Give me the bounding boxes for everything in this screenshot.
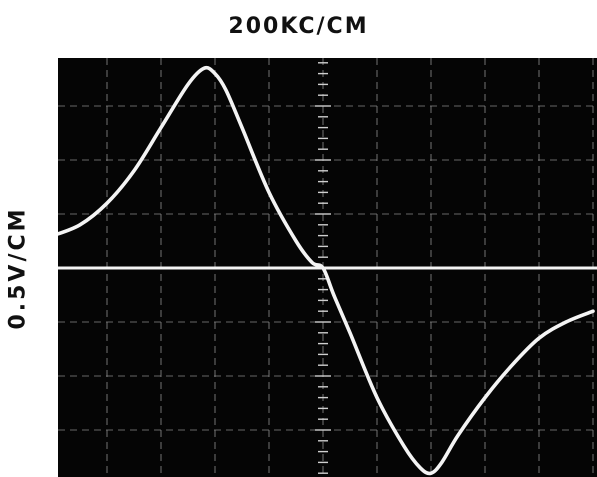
traces [58,65,597,476]
oscilloscope-trace-plot [58,58,597,477]
x-scale-label: 200KC/CM [228,14,369,39]
y-scale-label: 0.5V/CM [5,206,31,330]
signal-trace [58,65,595,476]
oscilloscope-screen [58,58,597,477]
